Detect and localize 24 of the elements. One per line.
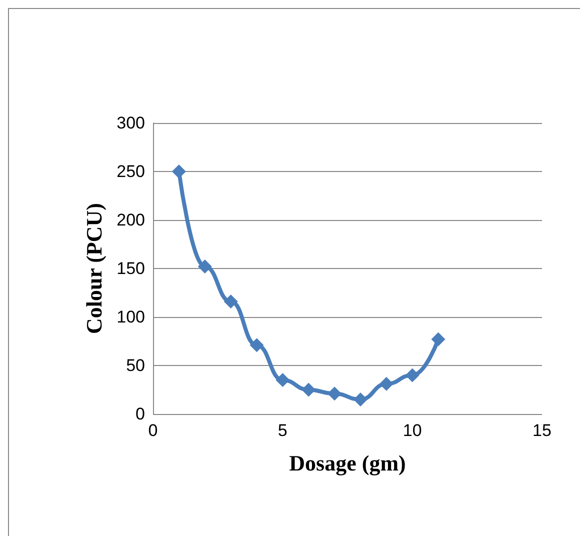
point xyxy=(353,392,368,406)
y-tick-label: 250 xyxy=(116,162,145,181)
y-axis-title: Colour (PCU) xyxy=(82,203,106,334)
y-tick-label: 100 xyxy=(116,308,145,326)
point xyxy=(302,382,316,397)
point xyxy=(250,338,264,352)
point xyxy=(224,294,238,308)
point xyxy=(172,164,186,178)
y-tick-label: 0 xyxy=(136,404,145,424)
x-tick-label: 10 xyxy=(402,421,422,440)
x-tick-label: 5 xyxy=(278,421,288,440)
point xyxy=(328,386,342,401)
y-tick-label: 50 xyxy=(126,356,145,375)
x-axis-title: Dosage (gm) xyxy=(289,450,406,476)
x-tick-label: 0 xyxy=(148,421,158,440)
point xyxy=(198,260,212,274)
point xyxy=(276,373,290,388)
y-tick-label: 150 xyxy=(116,259,145,278)
point xyxy=(431,332,446,346)
y-tick-label: 300 xyxy=(116,114,145,132)
point xyxy=(379,376,394,391)
point xyxy=(405,368,420,382)
x-tick-label: 15 xyxy=(532,421,552,440)
y-tick-label: 200 xyxy=(116,210,145,230)
